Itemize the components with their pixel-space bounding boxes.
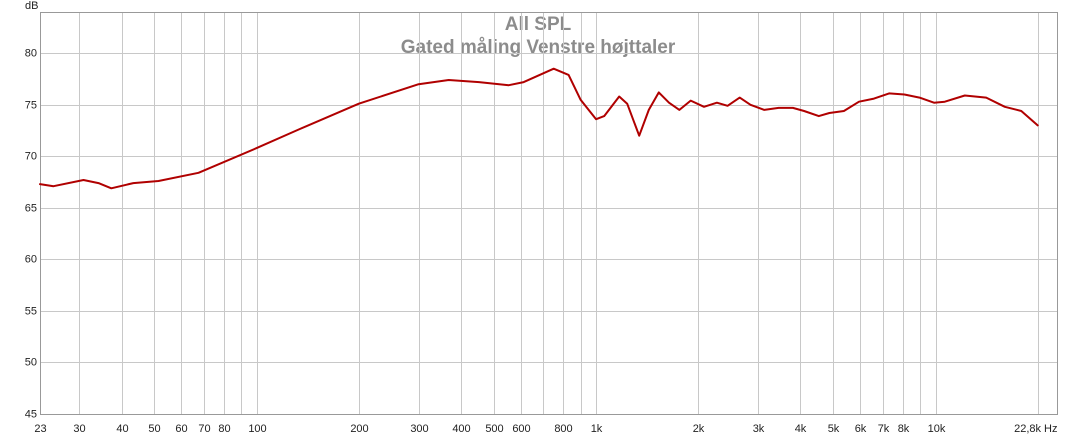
x-tick-label: 40 xyxy=(116,423,128,435)
x-tick-label: 10k xyxy=(928,423,946,435)
x-tick-label: 100 xyxy=(248,423,266,435)
x-tick-label: 8k xyxy=(898,423,910,435)
chart-subtitle: Gated måling Venstre højttaler xyxy=(401,37,676,58)
y-axis-label: dB xyxy=(25,0,38,12)
y-tick-label: 65 xyxy=(25,202,37,214)
x-tick-label: 60 xyxy=(175,423,187,435)
data-line xyxy=(39,67,1039,190)
y-tick-label: 45 xyxy=(25,408,37,420)
x-tick-label: 800 xyxy=(554,423,572,435)
x-tick-label: 70 xyxy=(198,423,210,435)
y-tick-label: 80 xyxy=(25,47,37,59)
x-tick-label: 23 xyxy=(34,423,46,435)
y-tick-label: 75 xyxy=(25,99,37,111)
x-tick-label: 22,8k Hz xyxy=(1014,423,1057,435)
x-tick-label: 30 xyxy=(73,423,85,435)
plot-border xyxy=(40,12,1058,415)
y-tick-label: 60 xyxy=(25,253,37,265)
x-tick-label: 1k xyxy=(591,423,603,435)
x-tick-label: 500 xyxy=(485,423,503,435)
x-tick-label: 3k xyxy=(753,423,765,435)
x-tick-label: 2k xyxy=(693,423,705,435)
x-tick-label: 50 xyxy=(148,423,160,435)
chart-title: All SPL xyxy=(505,14,572,35)
x-tick-label: 7k xyxy=(878,423,890,435)
x-tick-label: 5k xyxy=(828,423,840,435)
y-tick-label: 55 xyxy=(25,305,37,317)
y-tick-label: 70 xyxy=(25,150,37,162)
x-tick-label: 600 xyxy=(512,423,530,435)
x-tick-label: 4k xyxy=(795,423,807,435)
y-tick-label: 50 xyxy=(25,356,37,368)
x-tick-label: 200 xyxy=(350,423,368,435)
x-tick-label: 80 xyxy=(218,423,230,435)
x-tick-label: 6k xyxy=(855,423,867,435)
x-tick-label: 400 xyxy=(452,423,470,435)
x-tick-label: 300 xyxy=(410,423,428,435)
